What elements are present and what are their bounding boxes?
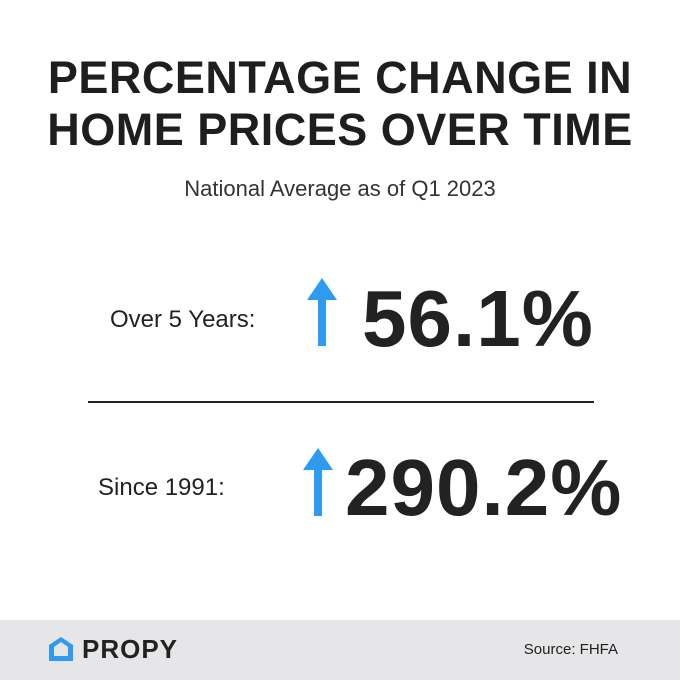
up-arrow	[307, 278, 337, 346]
stat-label: Over 5 Years:	[110, 306, 256, 333]
footer	[0, 620, 680, 680]
source: Source: FHFA	[523, 641, 618, 658]
stat-value: 56.1%	[362, 274, 594, 363]
stat-label: Since 1991:	[98, 474, 225, 501]
brand: PROPY	[82, 634, 179, 664]
title: PERCENTAGE CHANGE IN HOME PRICES OVER TI…	[47, 52, 633, 155]
up-arrow	[303, 448, 333, 516]
stat-value: 290.2%	[345, 443, 623, 532]
brand-logo	[49, 637, 73, 661]
divider	[88, 401, 594, 403]
subtitle: National Average as of Q1 2023	[184, 176, 496, 201]
